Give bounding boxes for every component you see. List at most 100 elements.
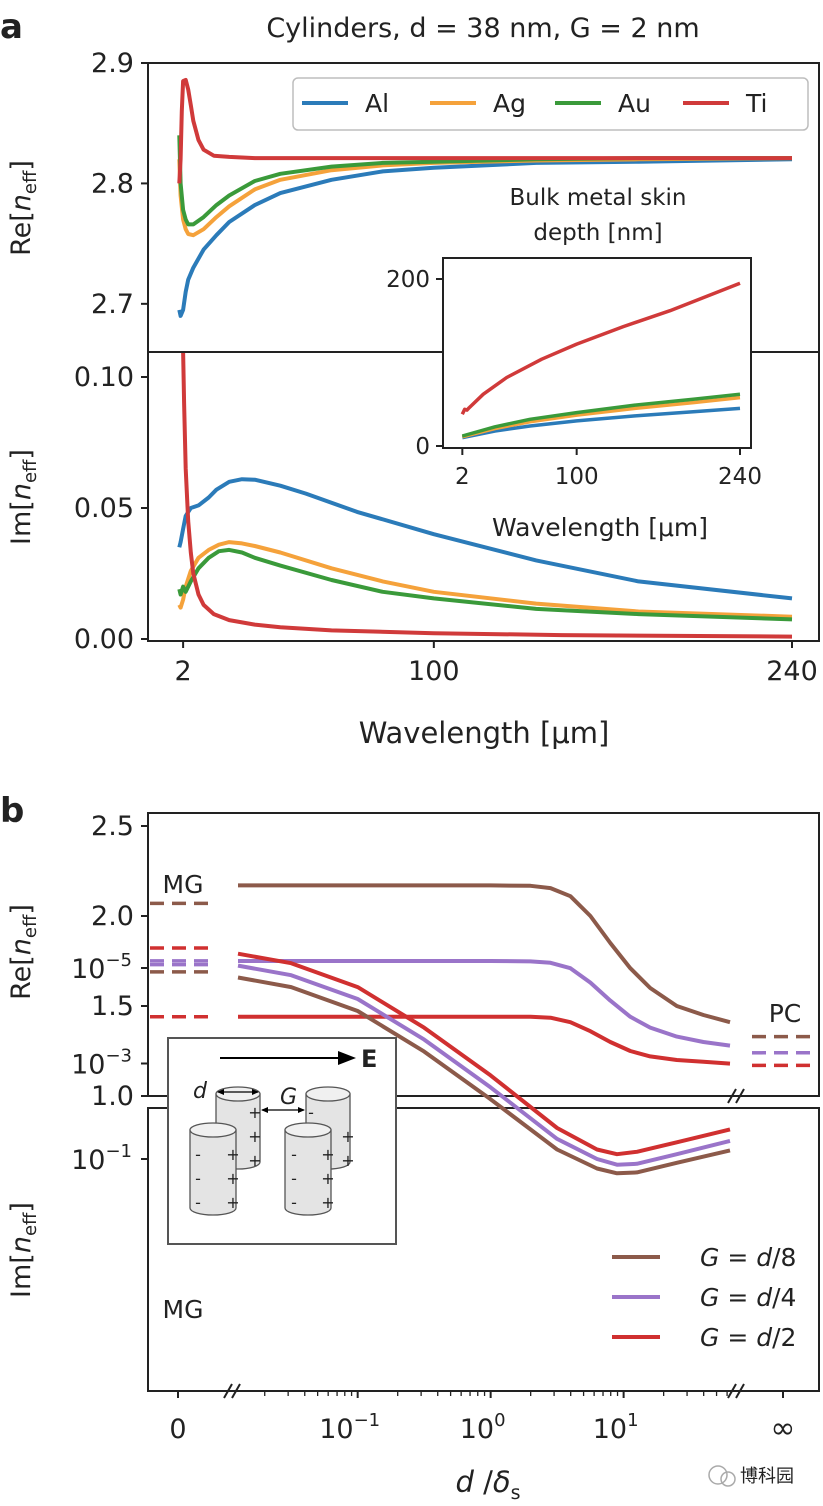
charge-minus: - [195, 1169, 201, 1188]
b-re-ylabel: Re[neff] [6, 904, 41, 1000]
a-re-ylabel-open: Re[ [6, 211, 37, 256]
b-im-ylabel-var: n [6, 1236, 37, 1253]
b-im-line-g-d-2 [237, 951, 731, 1157]
panel-a-label: a [0, 7, 23, 47]
b-im-plot: 10−1 10−3 10−5 MG [71, 946, 731, 1324]
charge-minus: - [308, 1103, 314, 1122]
g-label: G [280, 1085, 297, 1110]
charge-minus: - [291, 1169, 297, 1188]
cyl-front-right-top [284, 1122, 332, 1138]
b-xlabel: d /δs [455, 1465, 520, 1504]
a-im-ylabel-text: Im[neff] [6, 449, 41, 545]
charge-plus: + [321, 1145, 334, 1164]
b-re-ytick-label: 2.5 [91, 811, 134, 842]
a-re-line-al [177, 157, 793, 318]
b-im-mg-label: MG [163, 1295, 204, 1324]
b-xtick-label: 101 [593, 1410, 639, 1445]
inset-title-line2: depth [nm] [533, 220, 662, 246]
a-re-ytick-label: 2.9 [91, 48, 134, 79]
cyl-front-left [189, 1129, 237, 1216]
b-re-ylabel-sub: eff [20, 914, 41, 938]
inset-title-line1: Bulk metal skin [509, 185, 686, 211]
inset-ytick-label: 0 [415, 434, 430, 460]
charge-plus: + [341, 1127, 354, 1146]
panel-b-label: b [0, 791, 24, 831]
a-im-ylabel-var: n [6, 483, 37, 500]
b-re-ylabel-open: Re[ [6, 955, 37, 1000]
a-im-ylabel-sub: eff [20, 459, 41, 483]
charge-minus: - [291, 1145, 297, 1164]
a-xlabel: Wavelength [μm] [359, 716, 610, 750]
b-re-ylabel-text: Re[neff] [6, 904, 41, 1000]
cylinder-sketch: E d G + + + + + - - - - + + + - - - + + + [167, 1037, 397, 1245]
b-xtick-label-inf: ∞ [771, 1411, 796, 1446]
panel-a-title: Cylinders, d = 38 nm, G = 2 nm [266, 13, 699, 44]
cyl-back-left-top [215, 1086, 261, 1102]
b-im-ytick-label: 10−3 [71, 1046, 132, 1081]
b-legend: G = d/8 G = d/4 G = d/2 [612, 1243, 796, 1352]
b-re-ylabel-var: n [6, 938, 37, 955]
a-re-line-au [177, 135, 792, 227]
charge-plus: + [321, 1193, 334, 1212]
a-re-ylabel-sub: eff [20, 170, 41, 194]
cyl-front-right [284, 1129, 332, 1216]
inset-xtick-label: 2 [455, 464, 470, 490]
b-x-axis: 10−1 100 101 0 ∞ d /δs [169, 1391, 796, 1504]
b-legend-label-g-d-4: G = d/4 [700, 1283, 796, 1312]
b-re-ytick-label: 2.0 [91, 901, 134, 932]
b-im-frame [147, 1107, 820, 1392]
a-re-line-ti [177, 77, 792, 184]
b-re-plot: 1.0 1.5 2.0 2.5 MG PC [91, 811, 816, 1112]
a-xtick-label: 2 [175, 656, 192, 687]
break-bim-right [727, 1383, 745, 1399]
a-legend-label-au: Au [618, 89, 651, 118]
a-inset: Bulk metal skin depth [nm] 0 200 2 100 240 Wa… [386, 185, 762, 542]
b-xtick-label: 100 [460, 1410, 506, 1445]
b-legend-label-g-d-8: G = d/8 [700, 1243, 796, 1272]
b-im-line-g-d-4 [237, 963, 731, 1167]
a-im-line-al [177, 477, 793, 601]
charge-plus: + [226, 1145, 239, 1164]
b-legend-label-g-d-2: G = d/2 [700, 1323, 796, 1352]
a-re-ylabel: Re[neff] [6, 160, 41, 256]
b-re-line-g-d-8 [238, 883, 731, 1025]
inset-xtick-label: 100 [555, 464, 599, 490]
a-re-ylabel-text: Re[neff] [6, 160, 41, 256]
b-im-ylabel-open: Im[ [6, 1253, 37, 1298]
charge-minus: - [195, 1145, 201, 1164]
a-re-ylabel-var: n [6, 194, 37, 211]
charge-plus: + [226, 1169, 239, 1188]
b-im-ylabel: Im[neff] [6, 1202, 41, 1298]
break-bre-right [727, 1088, 745, 1104]
inset-plot: 0 200 2 100 240 Wavelength [μm] [386, 267, 762, 542]
a-im-ytick-label: 0.05 [74, 493, 134, 524]
b-xtick-label-zero: 0 [169, 1414, 186, 1445]
a-xtick-label: 100 [408, 656, 460, 687]
a-legend-label-ti: Ti [745, 89, 767, 118]
inset-xlabel: Wavelength [μm] [492, 513, 708, 542]
watermark: 博科园 [708, 1465, 794, 1487]
field-arrow-head [338, 1051, 356, 1065]
d-label: d [193, 1079, 208, 1104]
a-im-ytick-label: 0.00 [74, 624, 134, 655]
charge-minus: - [291, 1193, 297, 1212]
a-re-ylabel-close: ] [6, 160, 37, 171]
b-im-ytick-label: 10−5 [71, 950, 132, 985]
inset-line-al [461, 406, 741, 440]
field-label: E [361, 1045, 377, 1073]
inset-line-au [461, 392, 741, 438]
cyl-back-right-top [305, 1086, 351, 1102]
b-re-line-g-d-2 [238, 1014, 731, 1066]
a-im-line-ti [181, 353, 793, 639]
a-im-line-au [177, 547, 793, 622]
inset-bg [443, 258, 751, 448]
b-re-pc-label: PC [769, 999, 802, 1028]
charge-minus: - [195, 1193, 201, 1212]
a-im-ylabel-close: ] [6, 449, 37, 460]
a-im-plot: 0.00 0.05 0.10 2 100 240 Wavelength [μm] [74, 353, 818, 750]
inset-frame [442, 257, 752, 449]
inset-line-ti [460, 281, 741, 416]
charge-plus: + [248, 1151, 261, 1170]
a-re-ytick-label: 2.8 [91, 168, 134, 199]
b-re-ytick-label: 1.5 [91, 991, 134, 1022]
